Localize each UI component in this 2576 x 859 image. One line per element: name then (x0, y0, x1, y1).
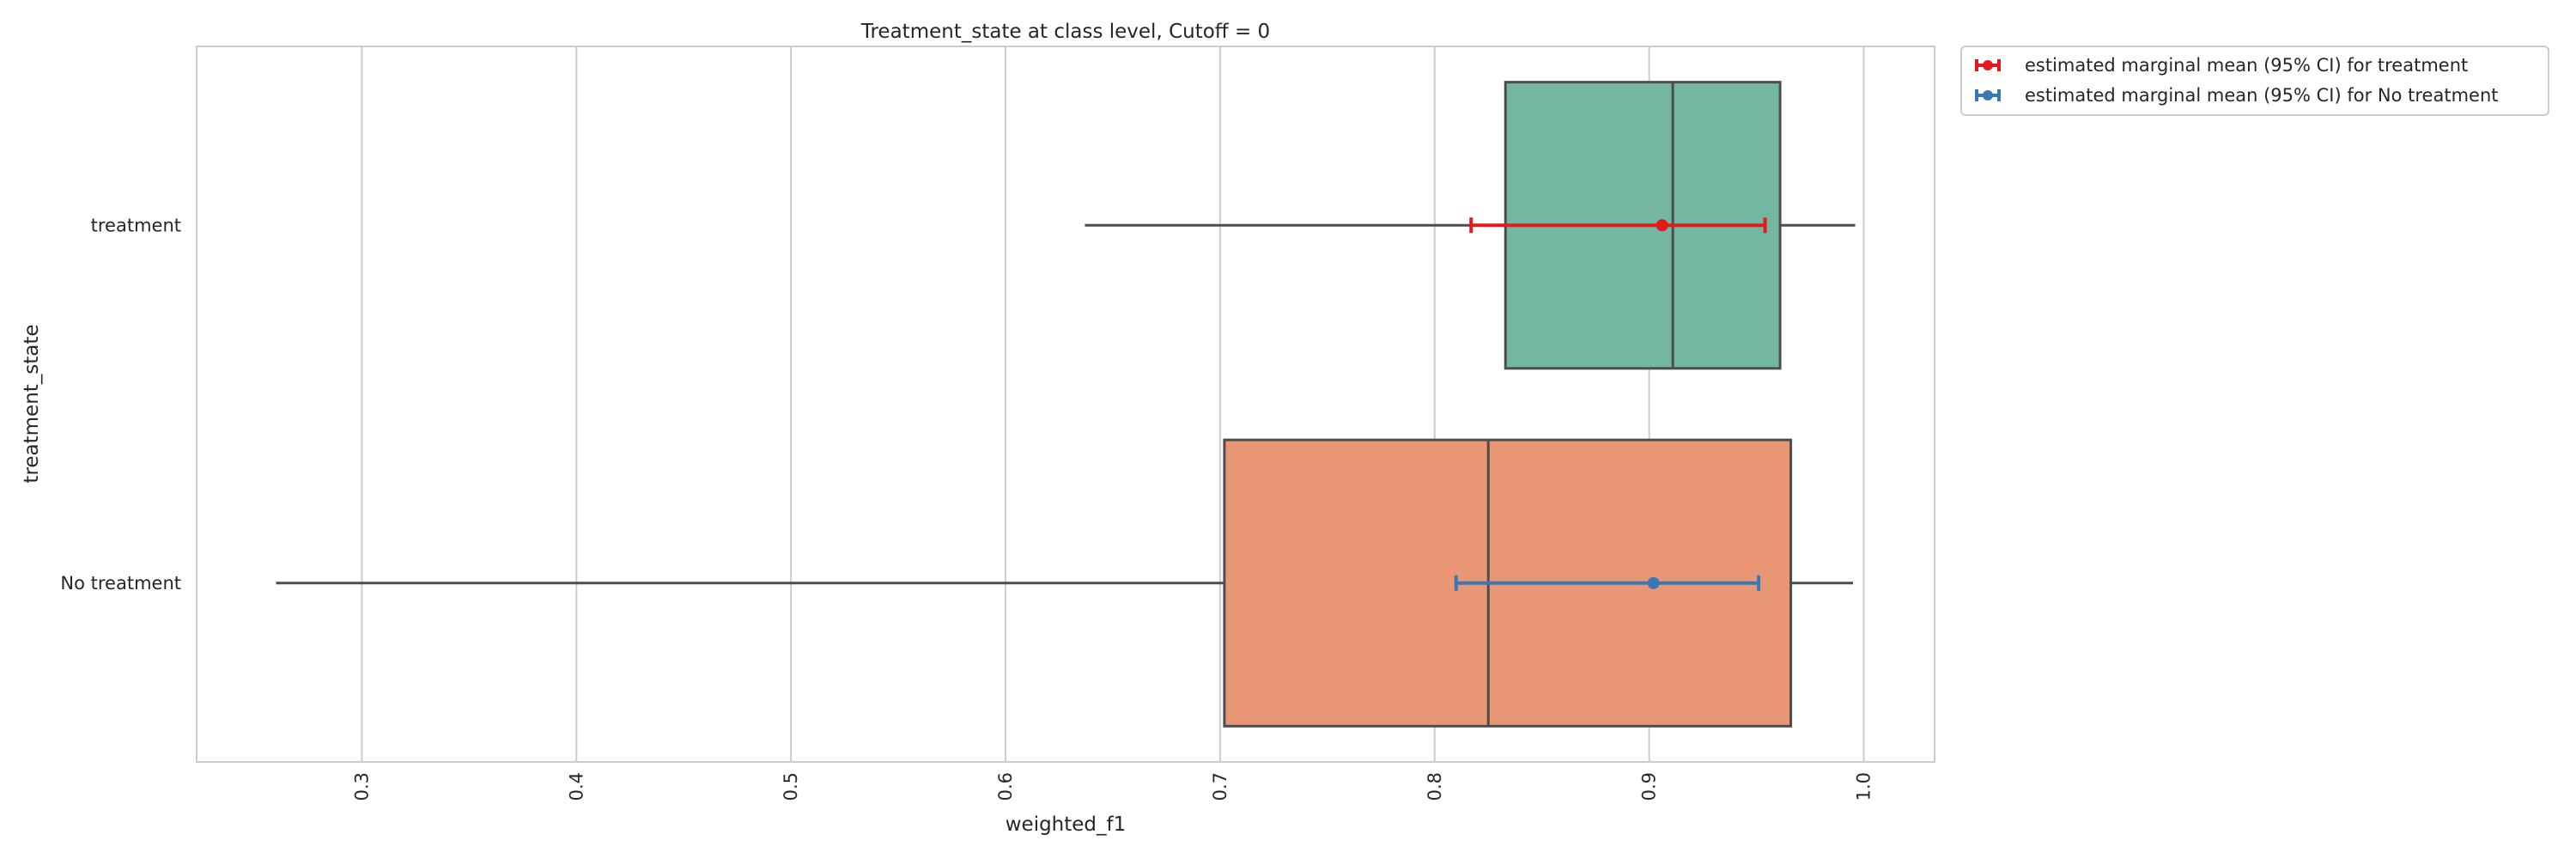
x-tick-label-3: 0.6 (995, 772, 1016, 801)
x-tick-label-7: 1.0 (1854, 772, 1874, 801)
legend-label-1: estimated marginal mean (95% CI) for No … (2025, 85, 2499, 106)
x-tick-labels: 0.3 0.4 0.5 0.6 0.7 0.8 0.9 1.0 (351, 772, 1874, 801)
mean-point-1 (1647, 576, 1660, 589)
marginal-means (1454, 217, 1767, 591)
legend: estimated marginal mean (95% CI) for tre… (1960, 46, 2549, 116)
legend-entry-0: estimated marginal mean (95% CI) for tre… (1975, 55, 2468, 76)
x-axis-label: weighted_f1 (1005, 813, 1127, 836)
y-tick-label-0: treatment (91, 215, 181, 235)
legend-swatch-point-0 (1983, 60, 1993, 70)
x-tick-label-1: 0.4 (566, 772, 586, 801)
x-tick-label-0: 0.3 (351, 772, 372, 801)
mean-point-0 (1656, 219, 1668, 232)
x-tick-label-5: 0.8 (1425, 772, 1445, 801)
chart-title: Treatment_state at class level, Cutoff =… (860, 21, 1270, 43)
legend-frame (1960, 46, 2549, 116)
x-tick-label-4: 0.7 (1210, 772, 1230, 801)
y-tick-label-1: No treatment (60, 573, 181, 594)
y-axis-label: treatment_state (21, 324, 43, 483)
x-tick-label-6: 0.9 (1639, 772, 1660, 801)
plot-frame (196, 46, 1935, 763)
marginal-mean-0 (1469, 217, 1767, 234)
legend-swatch-point-1 (1983, 90, 1993, 101)
legend-label-0: estimated marginal mean (95% CI) for tre… (2025, 55, 2468, 76)
legend-entry-1: estimated marginal mean (95% CI) for No … (1975, 85, 2499, 106)
marginal-mean-1 (1454, 575, 1761, 591)
y-tick-labels: treatment No treatment (60, 215, 181, 594)
x-tick-label-2: 0.5 (781, 772, 801, 801)
